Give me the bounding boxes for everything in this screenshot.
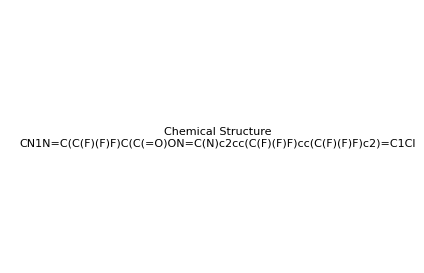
Text: Chemical Structure
CN1N=C(C(F)(F)F)C(C(=O)ON=C(N)c2cc(C(F)(F)F)cc(C(F)(F)F)c2)=C: Chemical Structure CN1N=C(C(F)(F)F)C(C(=… [19, 127, 416, 149]
